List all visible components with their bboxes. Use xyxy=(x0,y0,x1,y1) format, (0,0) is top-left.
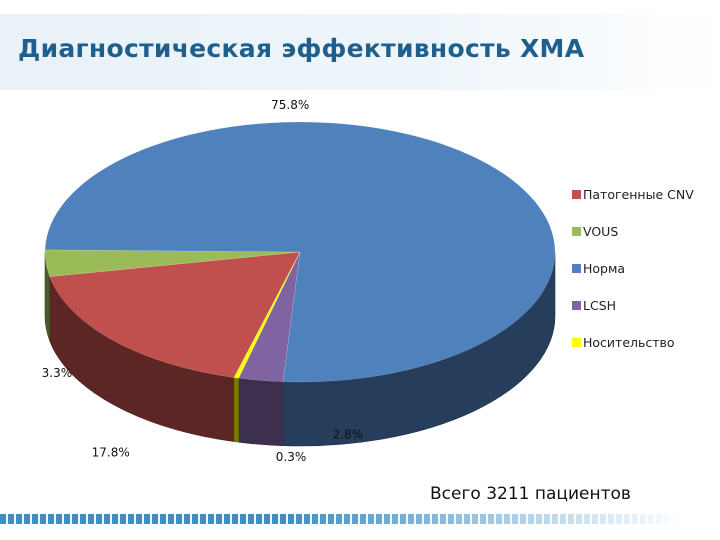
slice-data-label: 2.8% xyxy=(333,427,364,441)
pie-slice-side xyxy=(233,377,239,443)
legend-label: Носительство xyxy=(583,335,675,350)
legend-label: LCSH xyxy=(583,298,617,313)
pie-slice xyxy=(238,251,301,382)
legend-swatch xyxy=(572,338,581,347)
legend-swatch xyxy=(572,301,581,310)
slice-data-label: 3.3% xyxy=(42,366,73,380)
patients-total-note: Всего 3211 пациентов xyxy=(430,484,631,504)
legend-label: Норма xyxy=(583,261,626,276)
pie-slice xyxy=(233,251,301,379)
legend-label: Патогенные CNV xyxy=(583,187,694,202)
legend-item: Носительство xyxy=(572,324,712,361)
legend-swatch xyxy=(572,190,581,199)
slide-title: Диагностическая эффективность ХМА xyxy=(18,34,585,63)
legend-label: VOUS xyxy=(583,224,619,239)
pie-slice xyxy=(44,249,301,277)
pie-slice xyxy=(44,121,556,383)
pie-slice-side xyxy=(238,377,284,447)
legend-item: Патогенные CNV xyxy=(572,176,712,213)
legend-item: LCSH xyxy=(572,287,712,324)
bottom-decor-bar xyxy=(0,514,720,524)
legend-item: Норма xyxy=(572,250,712,287)
slice-data-label: 17.8% xyxy=(92,446,130,460)
pie-slice xyxy=(49,251,301,378)
legend-swatch xyxy=(572,227,581,236)
slice-data-label: 75.8% xyxy=(271,98,309,112)
slice-data-label: 0.3% xyxy=(276,450,307,464)
legend-item: VOUS xyxy=(572,213,712,250)
legend-swatch xyxy=(572,264,581,273)
title-band xyxy=(0,14,720,90)
chart-legend: Патогенные CNV VOUS Норма LCSH Носительс… xyxy=(572,176,712,361)
